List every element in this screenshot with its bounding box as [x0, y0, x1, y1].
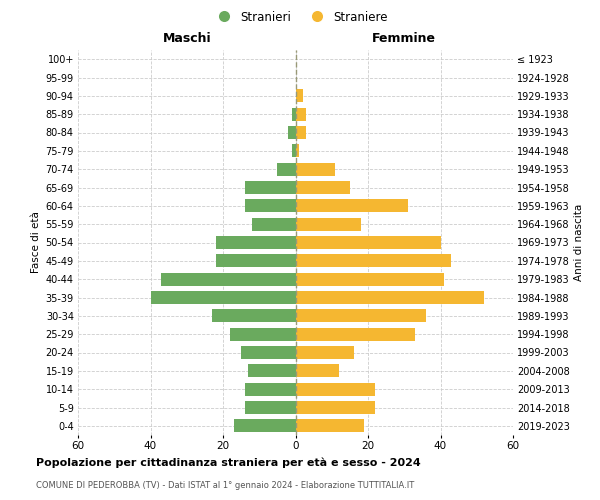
Bar: [296, 328, 415, 341]
Bar: [245, 199, 296, 212]
Bar: [296, 254, 451, 268]
Bar: [296, 364, 339, 378]
Bar: [296, 144, 299, 158]
Bar: [296, 309, 426, 322]
Bar: [245, 401, 296, 414]
Bar: [252, 218, 296, 231]
Bar: [296, 291, 484, 304]
Bar: [161, 272, 296, 286]
Bar: [296, 199, 408, 212]
Bar: [230, 328, 296, 341]
Bar: [296, 401, 375, 414]
Bar: [296, 236, 440, 249]
Bar: [216, 254, 296, 268]
Bar: [245, 382, 296, 396]
Bar: [292, 108, 296, 121]
Y-axis label: Anni di nascita: Anni di nascita: [574, 204, 584, 281]
Bar: [292, 144, 296, 158]
Bar: [212, 309, 296, 322]
Bar: [248, 364, 296, 378]
Bar: [216, 236, 296, 249]
Bar: [234, 419, 296, 432]
Bar: [296, 89, 303, 102]
Bar: [245, 181, 296, 194]
Text: Maschi: Maschi: [163, 32, 211, 44]
Text: Popolazione per cittadinanza straniera per età e sesso - 2024: Popolazione per cittadinanza straniera p…: [36, 458, 421, 468]
Text: COMUNE DI PEDEROBBA (TV) - Dati ISTAT al 1° gennaio 2024 - Elaborazione TUTTITAL: COMUNE DI PEDEROBBA (TV) - Dati ISTAT al…: [36, 481, 414, 490]
Bar: [277, 162, 296, 176]
Bar: [296, 272, 444, 286]
Bar: [241, 346, 296, 359]
Bar: [151, 291, 296, 304]
Legend: Stranieri, Straniere: Stranieri, Straniere: [207, 6, 393, 28]
Bar: [296, 181, 350, 194]
Bar: [296, 126, 307, 139]
Bar: [296, 382, 375, 396]
Text: Femmine: Femmine: [372, 32, 436, 44]
Bar: [296, 419, 364, 432]
Y-axis label: Fasce di età: Fasce di età: [31, 212, 41, 274]
Bar: [296, 108, 307, 121]
Bar: [288, 126, 296, 139]
Bar: [296, 346, 353, 359]
Bar: [296, 162, 335, 176]
Bar: [296, 218, 361, 231]
